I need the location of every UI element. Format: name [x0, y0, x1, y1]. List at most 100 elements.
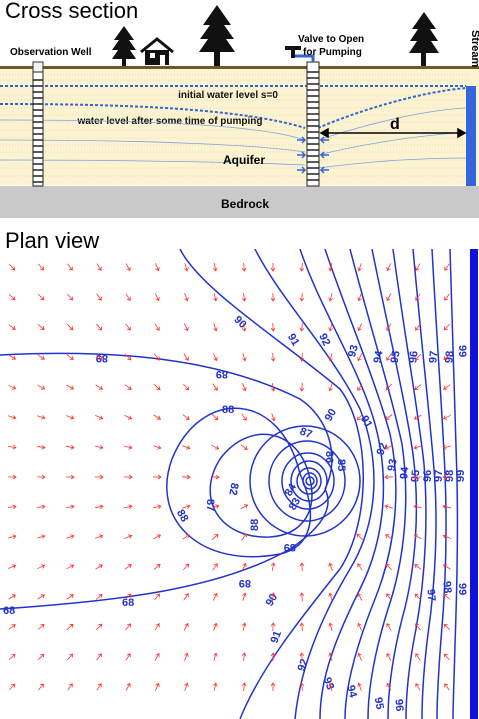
- flow-arrow: [270, 263, 276, 272]
- contour-label: 93: [321, 676, 336, 692]
- flow-arrow: [8, 594, 17, 600]
- flow-arrow: [66, 623, 74, 630]
- flow-arrow: [96, 293, 102, 301]
- flow-arrow: [443, 354, 451, 361]
- contour-label: 91: [269, 629, 284, 645]
- contour-label: 92: [296, 657, 311, 673]
- flow-arrow: [8, 444, 17, 450]
- flow-arrow: [67, 263, 73, 271]
- flow-arrow: [328, 263, 333, 272]
- flow-arrow: [413, 534, 422, 540]
- contour-label: 91: [285, 332, 302, 349]
- flow-arrow: [270, 682, 276, 691]
- flow-arrow: [37, 415, 46, 420]
- contour-98: [431, 249, 447, 719]
- flow-arrow: [270, 592, 276, 602]
- flow-arrow: [357, 293, 362, 302]
- flow-vector-field: [7, 262, 452, 692]
- flow-arrow: [242, 592, 247, 601]
- contour-label: 99: [456, 583, 468, 595]
- flow-arrow: [37, 534, 46, 539]
- flow-arrow: [154, 293, 160, 302]
- flow-arrow: [444, 293, 450, 301]
- flow-arrow: [153, 504, 162, 509]
- flow-arrow: [357, 563, 363, 571]
- contour-97: [412, 249, 437, 719]
- contour-83: [290, 460, 328, 502]
- flow-arrow: [37, 653, 45, 661]
- contour-label: 88: [222, 404, 234, 416]
- flow-arrow: [153, 563, 161, 570]
- valve-label: Valve to Open for Pumping: [298, 34, 367, 58]
- contour-label: 90: [264, 592, 281, 609]
- flow-arrow: [95, 594, 103, 600]
- flow-arrow: [184, 263, 189, 272]
- flow-arrow: [94, 474, 104, 480]
- flow-arrow: [37, 384, 46, 390]
- flow-arrow: [211, 504, 220, 509]
- flow-arrow: [125, 263, 131, 272]
- flow-arrow: [8, 683, 16, 691]
- contour-87: [209, 433, 313, 538]
- flow-arrow: [241, 682, 247, 692]
- flow-arrow: [299, 352, 305, 362]
- flow-arrow: [154, 593, 161, 601]
- flow-arrow: [357, 263, 362, 272]
- flow-arrow: [241, 292, 247, 302]
- flow-arrow: [356, 533, 364, 541]
- aquifer-label: Aquifer: [223, 153, 265, 167]
- flow-arrow: [299, 682, 305, 692]
- flow-arrow: [184, 682, 189, 691]
- flow-arrow: [413, 504, 422, 509]
- flow-arrow: [124, 534, 133, 539]
- flow-arrow: [241, 413, 247, 421]
- flow-arrow: [38, 683, 45, 691]
- contour-label: 68: [122, 597, 134, 609]
- flow-arrow: [299, 562, 305, 572]
- flow-arrow: [96, 653, 102, 661]
- flow-arrow: [357, 353, 363, 362]
- flow-arrow: [95, 415, 104, 420]
- flow-arrow: [212, 383, 218, 392]
- distance-arrow: [319, 127, 467, 139]
- contour-89-lower: [0, 488, 329, 610]
- contour-label: 87: [204, 499, 216, 511]
- flow-arrow: [271, 413, 276, 422]
- contour-label: 97: [433, 470, 445, 483]
- flow-arrow: [182, 563, 190, 571]
- contour-label: 87: [298, 426, 314, 441]
- drawdown-curve: [0, 87, 467, 129]
- flow-arrow: [125, 682, 131, 691]
- flow-arrow: [8, 354, 17, 360]
- flow-arrow: [357, 383, 363, 392]
- flow-arrow: [212, 563, 218, 571]
- contour-label: 97: [424, 589, 437, 602]
- flow-arrow: [443, 653, 450, 661]
- flow-arrow: [270, 383, 276, 392]
- stream-label: Stream: [469, 30, 479, 68]
- flow-arrow: [357, 592, 363, 601]
- flow-arrow: [125, 293, 131, 302]
- flow-arrow: [154, 652, 160, 661]
- flow-arrow: [442, 414, 451, 420]
- contour-label: 98: [444, 470, 456, 482]
- flow-arrow: [443, 323, 451, 331]
- flow-arrow: [385, 414, 393, 420]
- flow-arrow: [8, 384, 17, 390]
- flow-arrow: [183, 323, 189, 332]
- contour-90: [179, 249, 364, 719]
- flow-arrow: [386, 652, 392, 661]
- flow-arrow: [66, 354, 74, 360]
- flow-arrow: [270, 322, 276, 332]
- flow-arrow: [154, 623, 160, 631]
- flow-arrow: [8, 534, 17, 539]
- flow-arrow: [183, 622, 189, 631]
- flow-arrow: [154, 323, 160, 332]
- flow-arrow: [213, 263, 218, 272]
- cross-section-diagram: Bedrock Stream initial water level s=0 w…: [0, 5, 479, 218]
- flow-arrow: [386, 323, 392, 332]
- flow-arrow: [442, 474, 452, 480]
- flow-arrow: [299, 322, 305, 332]
- flow-arrow: [414, 593, 422, 601]
- flow-arrow: [240, 444, 248, 450]
